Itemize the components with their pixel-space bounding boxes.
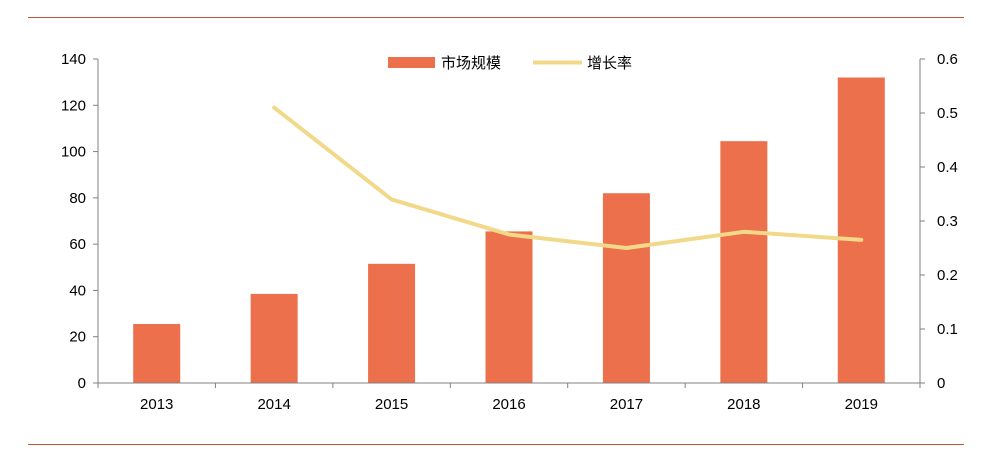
bottom-rule [28,444,964,445]
y-right-tick-label: 0.3 [937,213,958,230]
y-right-tick-label: 0.6 [937,51,958,68]
bar-2018 [720,141,768,383]
x-tick-label: 2016 [492,396,525,413]
tick-labels: 0 20 40 60 80 100 120 140 0 0.1 0.2 0.3 0.4 0.5 0.6 201… [61,51,958,413]
growth-line [272,105,864,250]
line-series [272,105,864,250]
legend: 市场规模 增长率 [388,54,632,72]
y-left-tick-label: 120 [61,97,86,114]
y-right-tick-label: 0 [937,375,945,392]
x-tick-label: 2017 [610,396,643,413]
legend-label-bar: 市场规模 [441,54,501,72]
y-right-tick-label: 0.5 [937,105,958,122]
y-left-tick-label: 140 [61,51,86,68]
bar-2014 [250,293,298,383]
top-rule [28,17,964,18]
y-left-tick-label: 0 [78,375,86,392]
y-right-tick-label: 0.4 [937,159,958,176]
y-left-tick-label: 20 [69,329,86,346]
x-tick-label: 2018 [727,396,760,413]
legend-label-line: 增长率 [587,54,632,72]
legend-swatch-bar [388,57,435,68]
y-left-tick-label: 100 [61,144,86,161]
bar-2019 [837,77,885,383]
axes [93,58,925,388]
x-tick-label: 2013 [140,396,173,413]
y-left-tick-label: 60 [69,236,86,253]
bar-2015 [368,263,416,383]
bar-series [133,77,885,383]
y-left-tick-label: 40 [69,282,86,299]
y-right-tick-label: 0.2 [937,267,958,284]
y-right-tick-label: 0.1 [937,321,958,338]
x-tick-label: 2014 [257,396,290,413]
x-tick-label: 2015 [375,396,408,413]
bar-2013 [133,323,181,383]
bar-2017 [602,193,650,383]
bar-2016 [485,231,533,383]
y-left-tick-label: 80 [69,190,86,207]
x-tick-label: 2019 [845,396,878,413]
